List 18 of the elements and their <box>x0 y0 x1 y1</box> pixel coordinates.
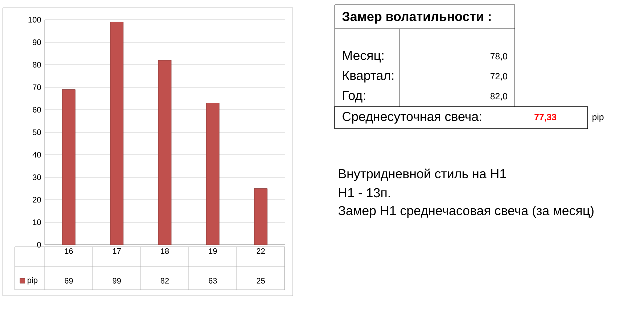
text: pip <box>592 114 604 122</box>
text: Месяц: <box>343 51 384 63</box>
text: Год: <box>343 91 366 103</box>
text: Замер волатильности : <box>342 12 491 24</box>
text: 77,33 <box>534 114 556 122</box>
text: 72,0 <box>490 73 508 81</box>
text: Замер H1 среднечасовая свеча (за месяц) <box>338 206 594 218</box>
bar <box>62 90 76 246</box>
bar <box>158 60 172 246</box>
text: Среднесуточная свеча: <box>342 112 482 124</box>
text: Квартал: <box>343 71 394 83</box>
bar <box>206 103 220 246</box>
bar <box>254 188 268 246</box>
text: 78,0 <box>490 53 508 61</box>
bar <box>110 22 124 246</box>
text: 82,0 <box>490 93 508 101</box>
text: Внутридневной стиль на H1 <box>339 168 506 182</box>
text: H1 - 13п. <box>339 188 390 198</box>
